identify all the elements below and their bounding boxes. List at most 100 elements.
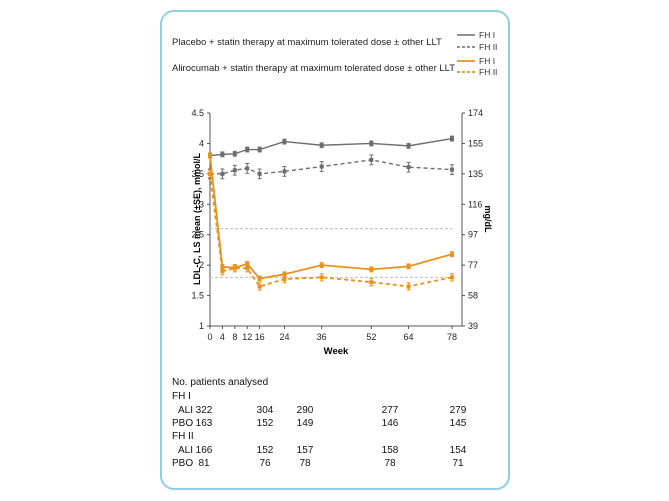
data-point xyxy=(220,269,225,274)
y-axis-label-right: mg/dL xyxy=(483,206,493,233)
legend-placebo-fh2: FH II xyxy=(479,42,498,52)
data-point xyxy=(208,153,212,158)
data-point xyxy=(450,167,454,172)
data-point xyxy=(450,136,454,141)
y-tick-label: 3 xyxy=(199,199,204,209)
data-point xyxy=(406,264,411,269)
table-cell: 163 xyxy=(195,418,213,429)
table-cell: 304 xyxy=(256,405,274,416)
x-tick-label: 8 xyxy=(232,332,237,342)
data-point xyxy=(369,280,374,285)
table-cell: 152 xyxy=(256,445,274,456)
y-axis-label: LDL-C, LS mean (±SE), mmol/L xyxy=(192,153,202,285)
x-tick-label: 36 xyxy=(317,332,327,342)
table-cell: 290 xyxy=(296,405,314,416)
data-point xyxy=(220,171,225,176)
x-tick-label: 4 xyxy=(220,332,225,342)
series-line xyxy=(209,137,453,157)
y-tick-label-right: 116 xyxy=(468,199,482,209)
table-cell: 154 xyxy=(449,445,467,456)
table-title: No. patients analysed xyxy=(172,377,269,388)
table-cell: 277 xyxy=(381,405,399,416)
data-point xyxy=(257,276,262,281)
y-tick-label: 1.5 xyxy=(191,291,204,301)
data-point xyxy=(245,166,250,171)
table-cell: 146 xyxy=(381,418,399,429)
data-point xyxy=(282,277,287,282)
table-row-label: ALI xyxy=(178,405,194,416)
y-tick-label-right: 58 xyxy=(468,291,478,301)
table-cell: 152 xyxy=(256,418,274,429)
data-point xyxy=(319,263,324,268)
data-point xyxy=(245,266,250,271)
data-point xyxy=(232,266,237,271)
data-point xyxy=(282,169,287,174)
series-line xyxy=(209,155,453,280)
table-cell: 81 xyxy=(198,458,210,469)
data-point xyxy=(369,157,374,162)
x-tick-label: 24 xyxy=(279,332,289,342)
data-point xyxy=(406,284,411,289)
data-point xyxy=(208,171,212,176)
table-cell: 78 xyxy=(299,458,311,469)
y-tick-label: 4 xyxy=(199,138,204,148)
table-cell: 78 xyxy=(384,458,396,469)
table-cell: 166 xyxy=(195,445,213,456)
table-row-label: ALI xyxy=(178,445,194,456)
y-tick-label: 3.5 xyxy=(191,169,204,179)
table-cell: 76 xyxy=(259,458,271,469)
y-tick-label-right: 97 xyxy=(468,230,478,240)
y-tick-label-right: 155 xyxy=(468,138,483,148)
legend-alirocumab-fh2: FH II xyxy=(479,67,498,77)
x-tick-label: 64 xyxy=(404,332,414,342)
data-point xyxy=(245,261,250,266)
series-line xyxy=(210,159,453,175)
data-point xyxy=(257,147,262,152)
data-point xyxy=(319,143,324,148)
data-point xyxy=(450,252,454,257)
table-row-label: PBO xyxy=(172,418,194,429)
table-row-label: PBO xyxy=(172,458,194,469)
table-cell: 158 xyxy=(381,445,399,456)
x-tick-label: 16 xyxy=(255,332,265,342)
table-cell: 149 xyxy=(296,418,314,429)
data-point xyxy=(282,139,287,144)
x-tick-label: 52 xyxy=(366,332,376,342)
data-point xyxy=(406,165,411,170)
table-cell: 157 xyxy=(296,445,314,456)
data-point xyxy=(369,267,374,272)
legend-alirocumab-label: Alirocumab + statin therapy at maximum t… xyxy=(172,63,456,74)
table-cell: 71 xyxy=(452,458,464,469)
data-point xyxy=(282,272,287,277)
figure-card xyxy=(160,10,510,490)
y-tick-label: 2 xyxy=(199,260,204,270)
x-axis-label: Week xyxy=(324,346,349,357)
y-tick-label: 2.5 xyxy=(191,230,204,240)
x-tick-label: 78 xyxy=(447,332,457,342)
data-point xyxy=(220,152,225,157)
data-point xyxy=(406,143,411,148)
legend-placebo-fh1: FH I xyxy=(479,30,496,40)
data-point xyxy=(369,141,374,146)
y-tick-label-right: 39 xyxy=(468,321,478,331)
data-point xyxy=(232,168,237,173)
table-cell: 279 xyxy=(449,405,467,416)
legend-placebo-label: Placebo + statin therapy at maximum tole… xyxy=(172,37,442,48)
y-tick-label-right: 77 xyxy=(468,260,478,270)
data-point xyxy=(257,171,262,176)
table-cell: 145 xyxy=(449,418,467,429)
table-group-fh1: FH I xyxy=(172,391,191,402)
y-tick-label: 4.5 xyxy=(191,108,204,118)
table-cell: 322 xyxy=(195,405,213,416)
data-point xyxy=(319,164,324,169)
legend-alirocumab-fh1: FH I xyxy=(479,56,496,66)
data-point xyxy=(450,275,454,280)
table-group-fh2: FH II xyxy=(172,431,194,442)
data-point xyxy=(319,275,324,280)
data-point xyxy=(245,147,250,152)
data-point xyxy=(232,151,237,156)
x-tick-label: 12 xyxy=(242,332,252,342)
y-tick-label-right: 135 xyxy=(468,169,483,179)
y-tick-label-right: 174 xyxy=(468,108,483,118)
